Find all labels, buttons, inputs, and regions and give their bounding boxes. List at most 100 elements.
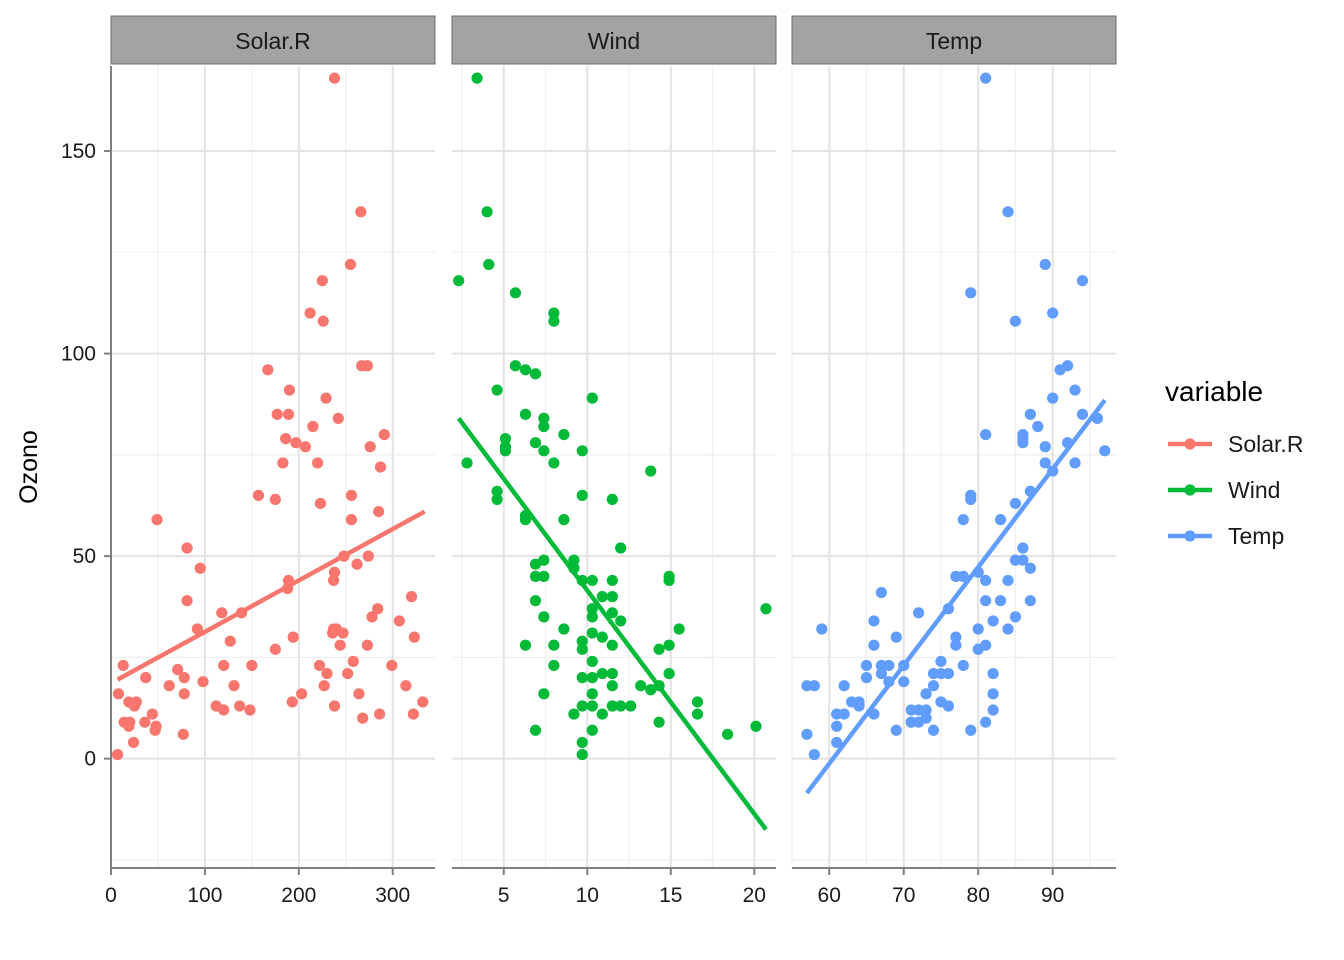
data-point	[538, 611, 550, 623]
data-point	[831, 720, 843, 732]
data-point	[957, 659, 969, 672]
data-point	[150, 720, 162, 732]
x-tick-label: 60	[818, 884, 841, 907]
data-point	[287, 631, 299, 643]
data-point	[950, 631, 962, 643]
data-point	[1061, 360, 1074, 372]
data-point	[548, 457, 560, 469]
data-point	[576, 736, 588, 749]
data-point	[860, 659, 873, 672]
data-point	[576, 635, 588, 647]
data-point	[913, 607, 925, 619]
data-point	[286, 696, 298, 708]
data-point	[1017, 542, 1029, 554]
data-point	[529, 595, 542, 607]
data-point	[980, 716, 992, 728]
data-point	[224, 635, 236, 647]
data-point	[244, 704, 256, 716]
data-point	[576, 643, 588, 655]
data-point	[645, 465, 657, 477]
x-tick-label: 70	[892, 884, 915, 907]
data-point	[112, 688, 125, 700]
data-point	[327, 574, 340, 587]
data-point	[139, 716, 151, 728]
data-point	[548, 639, 560, 651]
data-point	[197, 676, 209, 688]
data-point	[586, 627, 598, 639]
data-point	[361, 360, 373, 372]
data-point	[351, 558, 363, 570]
legend-key-point	[1184, 438, 1196, 450]
data-point	[935, 655, 947, 668]
data-point	[364, 441, 376, 453]
panel-wind	[452, 66, 776, 868]
data-point	[994, 595, 1007, 607]
data-point	[328, 700, 341, 712]
data-point	[1024, 408, 1036, 420]
data-point	[987, 688, 999, 700]
data-point	[317, 315, 329, 327]
data-point	[461, 457, 473, 469]
legend-label: Wind	[1228, 477, 1280, 503]
data-point	[635, 680, 647, 692]
data-point	[987, 615, 999, 627]
data-point	[407, 708, 419, 720]
data-point	[491, 493, 503, 506]
y-axis-ticks: 0 50 100 150	[61, 140, 111, 771]
data-point	[178, 672, 190, 684]
x-tick-label: 200	[281, 884, 316, 907]
data-point	[357, 712, 369, 724]
x-tick-label: 15	[659, 884, 682, 907]
data-point	[548, 659, 560, 672]
data-point	[625, 700, 637, 712]
data-point	[586, 603, 598, 615]
data-point	[606, 591, 618, 603]
data-point	[172, 663, 184, 676]
data-point	[347, 655, 359, 668]
x-tick-label: 100	[187, 884, 222, 907]
data-point	[576, 748, 588, 761]
data-point	[548, 315, 560, 327]
data-point	[355, 206, 367, 218]
strip-wind	[451, 15, 777, 65]
data-point	[345, 514, 358, 526]
data-point	[1069, 384, 1081, 396]
data-point	[994, 514, 1007, 526]
data-point	[246, 659, 258, 672]
data-point	[950, 639, 962, 651]
y-axis-title: Ozono	[15, 430, 43, 504]
data-point	[548, 307, 560, 319]
data-point	[875, 586, 887, 599]
data-point	[1024, 595, 1036, 607]
data-point	[980, 574, 992, 587]
data-point	[586, 672, 598, 684]
data-point	[181, 542, 193, 554]
data-point	[127, 736, 140, 749]
data-point	[1047, 307, 1059, 319]
data-point	[1009, 611, 1022, 623]
legend-key-point	[1184, 530, 1196, 542]
data-point	[898, 676, 910, 688]
data-point	[296, 688, 308, 700]
data-point	[606, 680, 618, 692]
data-point	[529, 368, 542, 380]
data-point	[307, 420, 319, 433]
data-point	[721, 728, 734, 740]
data-point	[499, 445, 512, 457]
data-point	[282, 408, 295, 420]
legend: Solar.R Wind Temp	[1168, 431, 1303, 549]
data-point	[1039, 258, 1051, 271]
data-point	[321, 667, 333, 680]
data-point	[586, 392, 598, 404]
x-tick-label: 20	[743, 884, 766, 907]
data-point	[1032, 420, 1044, 433]
data-point	[1039, 441, 1051, 453]
y-tick-label: 100	[61, 343, 96, 366]
data-point	[386, 659, 398, 672]
x-tick-label: 80	[967, 884, 990, 907]
data-point	[615, 615, 627, 627]
data-point	[606, 574, 618, 587]
data-point	[1017, 433, 1029, 445]
data-point	[831, 736, 843, 749]
strip-temp	[791, 15, 1117, 65]
